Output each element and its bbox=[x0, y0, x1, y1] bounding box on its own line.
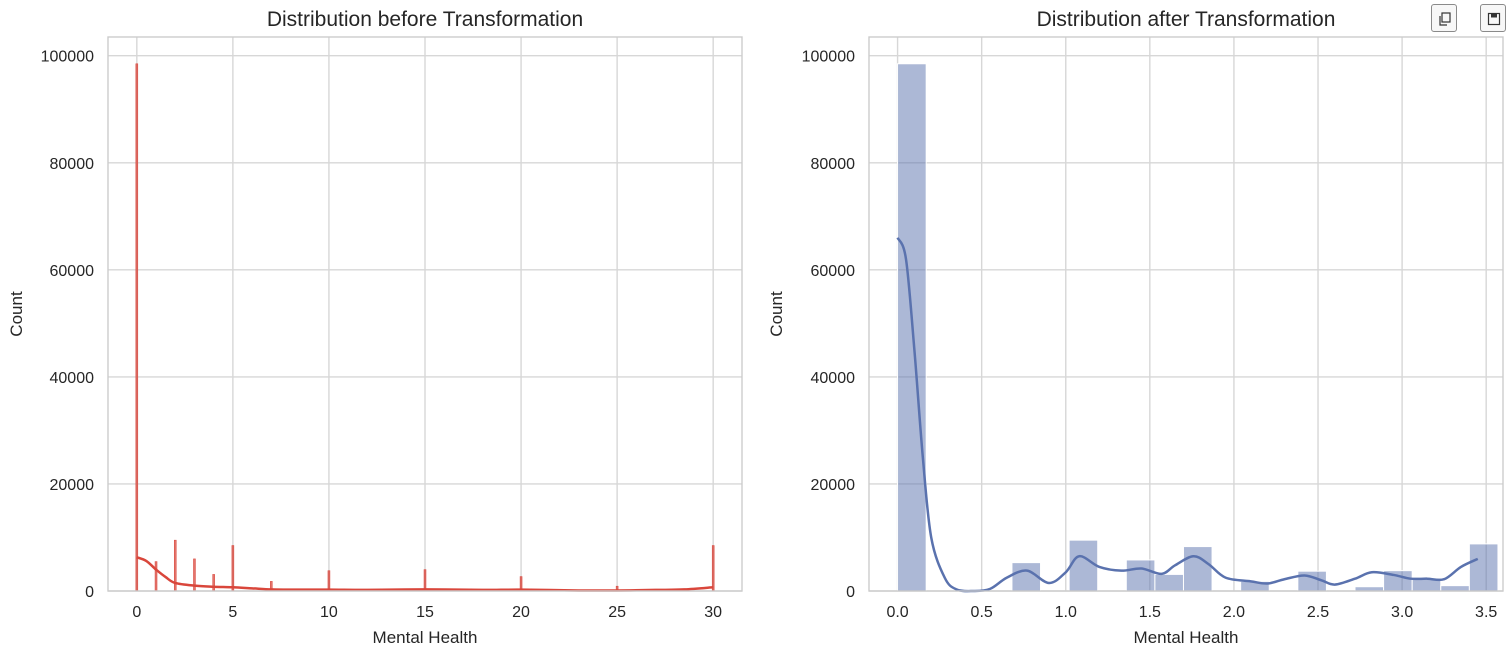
grid bbox=[108, 37, 742, 592]
histogram-bar bbox=[423, 569, 427, 592]
chart-after: Distribution after Transformation 0 20000… bbox=[767, 8, 1504, 647]
histogram-bar bbox=[1125, 559, 1156, 592]
x-tick-label: 0.0 bbox=[886, 604, 908, 621]
y-tick-label: 100000 bbox=[802, 49, 855, 66]
histogram-bar bbox=[1154, 573, 1184, 592]
plot-frame bbox=[107, 36, 743, 592]
y-tick-label: 80000 bbox=[50, 156, 95, 173]
histogram-bar bbox=[327, 570, 331, 592]
histogram-bar bbox=[135, 63, 139, 592]
histogram-bar bbox=[1068, 539, 1099, 592]
y-tick-label: 40000 bbox=[811, 370, 856, 387]
save-icon bbox=[1487, 12, 1501, 26]
histogram-bar bbox=[1440, 585, 1470, 592]
x-tick-label: 30 bbox=[704, 604, 722, 621]
x-tick-label: 5 bbox=[228, 604, 237, 621]
kde-line bbox=[896, 237, 1479, 593]
histogram-bar bbox=[212, 574, 215, 592]
x-tick-label: 3.0 bbox=[1391, 604, 1413, 621]
y-tick-label: 0 bbox=[85, 584, 94, 601]
chart-title: Distribution after Transformation bbox=[1037, 8, 1336, 31]
y-tick-label: 40000 bbox=[50, 370, 95, 387]
y-tick-label: 0 bbox=[846, 584, 855, 601]
y-axis-label: Count bbox=[7, 291, 26, 337]
kde-curve bbox=[896, 237, 1479, 593]
x-tick-label: 15 bbox=[416, 604, 434, 621]
x-tick-labels: 0 5 10 15 20 25 30 bbox=[132, 604, 722, 621]
y-tick-label: 80000 bbox=[811, 156, 856, 173]
x-tick-label: 0.5 bbox=[971, 604, 993, 621]
histogram-bar bbox=[1468, 543, 1499, 592]
x-axis-label: Mental Health bbox=[373, 628, 478, 647]
y-tick-label: 60000 bbox=[811, 263, 856, 280]
x-axis-label: Mental Health bbox=[1134, 628, 1239, 647]
y-tick-labels: 0 20000 40000 60000 80000 100000 bbox=[41, 49, 94, 601]
x-tick-label: 25 bbox=[608, 604, 626, 621]
plot-frame bbox=[868, 36, 1504, 592]
copy-icon bbox=[1439, 12, 1451, 26]
x-tick-labels: 0.0 0.5 1.0 1.5 2.0 2.5 3.0 3.5 bbox=[886, 604, 1497, 621]
histogram-bar bbox=[231, 545, 235, 592]
x-tick-label: 2.5 bbox=[1307, 604, 1329, 621]
x-tick-label: 10 bbox=[320, 604, 338, 621]
histogram-bar bbox=[1182, 546, 1213, 592]
y-tick-label: 60000 bbox=[50, 263, 95, 280]
x-tick-label: 1.5 bbox=[1139, 604, 1161, 621]
copy-button[interactable] bbox=[1431, 4, 1457, 32]
histogram-bar bbox=[1011, 562, 1042, 592]
y-tick-label: 20000 bbox=[50, 477, 95, 494]
chart-title: Distribution before Transformation bbox=[267, 8, 583, 31]
histogram-bar bbox=[711, 545, 715, 592]
x-tick-label: 20 bbox=[512, 604, 530, 621]
save-button[interactable] bbox=[1480, 4, 1506, 32]
x-tick-label: 0 bbox=[132, 604, 141, 621]
y-tick-label: 20000 bbox=[811, 477, 856, 494]
histogram-bars bbox=[897, 63, 1499, 592]
chart-before: Distribution before Transformation 02000… bbox=[7, 8, 743, 647]
y-tick-label: 100000 bbox=[41, 49, 94, 66]
x-tick-label: 3.5 bbox=[1475, 604, 1497, 621]
grid bbox=[869, 37, 1503, 592]
histogram-bar bbox=[154, 561, 158, 592]
x-tick-label: 2.0 bbox=[1223, 604, 1245, 621]
y-tick-labels: 0 20000 40000 60000 80000 100000 bbox=[802, 49, 855, 601]
x-tick-label: 1.0 bbox=[1055, 604, 1077, 621]
y-axis-label: Count bbox=[767, 291, 786, 337]
